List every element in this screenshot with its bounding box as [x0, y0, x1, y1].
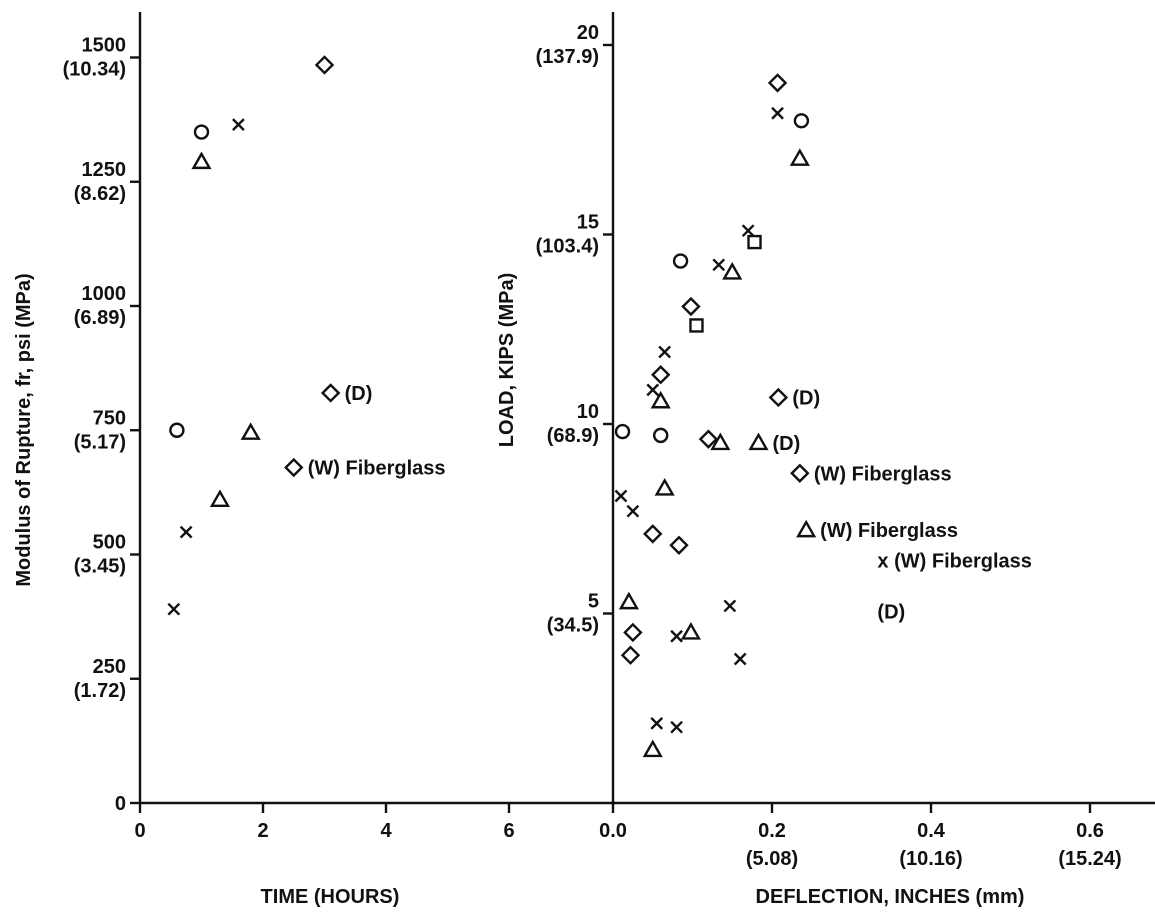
- data-point-cross: [232, 118, 245, 131]
- data-point-cross: [658, 345, 672, 359]
- data-point-circle: [169, 422, 185, 438]
- data-point-square: [689, 318, 704, 333]
- annotation-label: (W) Fiberglass: [814, 463, 952, 485]
- chart-modulus-vs-time: 0250(1.72)500(3.45)750(5.17)1000(6.89)12…: [13, 12, 615, 908]
- data-point-triangle: [654, 478, 675, 496]
- x-tick-label: 0: [134, 820, 145, 842]
- y-tick-label: 500: [93, 532, 126, 554]
- data-point-diamond: [314, 55, 335, 75]
- y-tick-label: 20: [577, 22, 599, 44]
- data-point-diamond: [651, 365, 671, 385]
- data-point-triangle: [789, 148, 810, 166]
- y-tick-label: 5: [588, 591, 599, 613]
- x-tick-label: 0.4: [917, 820, 946, 842]
- y-tick-sublabel: (6.89): [74, 307, 126, 329]
- data-point-diamond: [623, 622, 643, 643]
- y-tick-label: 1250: [82, 159, 127, 181]
- data-point-circle: [672, 253, 689, 269]
- data-point-circle: [653, 427, 669, 444]
- annotation-label: x (W) Fiberglass: [877, 550, 1031, 572]
- y-tick-sublabel: (8.62): [74, 183, 126, 205]
- data-point-triangle: [240, 422, 261, 440]
- data-point-diamond: [669, 535, 689, 555]
- y-tick-sublabel: (10.34): [63, 59, 126, 81]
- x-tick-label: 4: [380, 820, 392, 842]
- data-point-circle: [614, 423, 631, 440]
- x-tick-label: 2: [257, 820, 268, 842]
- y-tick-sublabel: (137.9): [536, 46, 599, 68]
- data-point-cross: [670, 720, 683, 734]
- data-point-cross: [646, 383, 660, 397]
- data-point-diamond: [768, 387, 789, 408]
- data-point-diamond: [620, 645, 641, 665]
- y-tick-label: 15: [577, 212, 599, 234]
- data-point-cross: [771, 106, 784, 120]
- y-tick-label: 750: [93, 407, 126, 429]
- data-point-diamond: [790, 463, 810, 483]
- y-tick-label: 1500: [82, 35, 127, 57]
- annotation-label: (D): [345, 383, 373, 405]
- x-tick-label: 0.0: [599, 820, 627, 842]
- annotation-label: (W) Fiberglass: [820, 520, 958, 542]
- data-point-diamond: [681, 296, 701, 317]
- data-point-cross: [167, 602, 181, 616]
- data-point-diamond: [320, 383, 341, 403]
- y-axis-title: Modulus of Rupture, fr, psi (MPa): [13, 273, 35, 586]
- data-point-cross: [712, 258, 726, 272]
- y-tick-label: 1000: [82, 283, 127, 305]
- data-point-triangle: [642, 739, 663, 758]
- x-axis-title: TIME (HOURS): [261, 886, 400, 908]
- y-tick-sublabel: (68.9): [547, 425, 599, 447]
- annotation-label: (W) Fiberglass: [308, 458, 446, 480]
- y-tick-sublabel: (5.17): [74, 431, 126, 453]
- data-point-triangle: [209, 489, 231, 508]
- data-point-cross: [733, 652, 747, 666]
- data-point-triangle: [748, 432, 769, 451]
- x-tick-sublabel: (10.16): [899, 848, 962, 870]
- y-tick-sublabel: (3.45): [74, 556, 126, 578]
- data-point-cross: [614, 489, 628, 503]
- data-point-diamond: [698, 429, 719, 449]
- annotation-label: (D): [772, 433, 800, 455]
- x-tick-label: 0.6: [1076, 820, 1104, 842]
- data-point-cross: [650, 717, 664, 730]
- y-axis-title: LOAD, KIPS (MPa): [496, 273, 518, 447]
- data-point-diamond: [643, 524, 663, 544]
- y-tick-label: 10: [577, 401, 599, 423]
- x-axis-title: DEFLECTION, INCHES (mm): [756, 886, 1025, 908]
- data-point-cross: [741, 224, 755, 238]
- y-tick-sublabel: (34.5): [547, 615, 599, 637]
- data-point-circle: [793, 113, 810, 129]
- data-point-cross: [723, 599, 737, 613]
- x-tick-sublabel: (5.08): [746, 848, 798, 870]
- x-tick-label: 0.2: [758, 820, 786, 842]
- data-point-triangle: [796, 519, 817, 538]
- x-tick-label: 6: [503, 820, 514, 842]
- y-tick-sublabel: (103.4): [536, 236, 599, 258]
- data-point-cross: [626, 504, 640, 518]
- data-point-triangle: [680, 622, 701, 640]
- data-point-diamond: [767, 73, 788, 93]
- data-point-diamond: [284, 457, 304, 478]
- data-point-circle: [193, 124, 210, 140]
- y-tick-label: 0: [115, 793, 126, 815]
- chart-load-vs-deflection: 5(34.5) 10(68.9) 15(103.4) 20(137.9) 0.0 0.2 (…: [496, 12, 1155, 908]
- x-tick-sublabel: (15.24): [1058, 848, 1121, 870]
- data-point-triangle: [650, 390, 671, 409]
- data-point-triangle: [722, 261, 743, 280]
- y-tick-sublabel: (1.72): [74, 680, 126, 702]
- data-point-cross: [670, 629, 683, 643]
- annotation-label: (D): [792, 387, 820, 409]
- data-point-triangle: [710, 432, 731, 451]
- y-tick-label: 250: [93, 656, 126, 678]
- data-point-triangle: [618, 591, 639, 610]
- data-point-cross: [179, 525, 193, 539]
- data-point-square: [747, 234, 762, 250]
- annotation-label: (D): [877, 602, 905, 624]
- data-point-triangle: [191, 151, 212, 170]
